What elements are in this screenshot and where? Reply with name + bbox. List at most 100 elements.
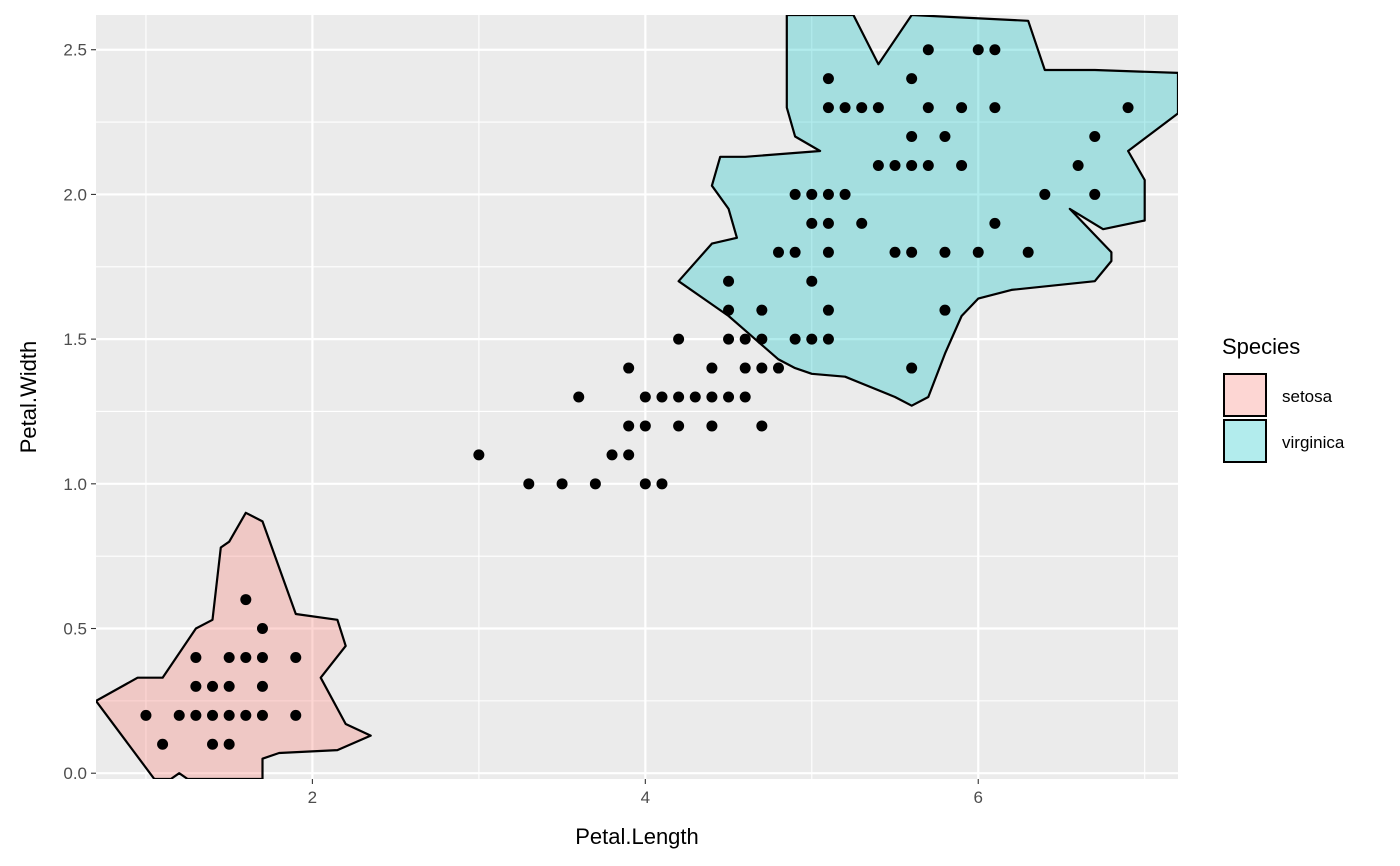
data-point xyxy=(223,738,235,750)
axes: 2 4 6 0.0 0.5 1.0 1.5 2.0 2.5 xyxy=(63,41,983,807)
data-point xyxy=(989,102,1001,114)
data-point xyxy=(173,709,185,721)
region-virginica xyxy=(677,15,1178,407)
data-point xyxy=(207,709,219,721)
data-point xyxy=(256,623,268,635)
data-point xyxy=(772,246,784,258)
data-point xyxy=(922,159,934,171)
y-tick-label: 0.0 xyxy=(63,764,87,783)
data-point xyxy=(207,738,219,750)
data-point xyxy=(789,188,801,200)
data-point xyxy=(956,159,968,171)
data-point xyxy=(473,449,485,461)
data-point xyxy=(822,217,834,229)
data-point xyxy=(1122,102,1134,114)
data-point xyxy=(240,709,252,721)
data-point xyxy=(972,44,984,56)
data-point xyxy=(739,333,751,345)
data-point xyxy=(639,391,651,403)
data-point xyxy=(756,420,768,432)
data-point xyxy=(756,362,768,374)
species-regions xyxy=(96,15,1178,779)
data-point xyxy=(290,709,302,721)
data-point xyxy=(223,651,235,663)
data-point xyxy=(623,362,635,374)
data-point xyxy=(822,246,834,258)
data-point xyxy=(906,362,918,374)
data-point xyxy=(972,246,984,258)
data-point xyxy=(656,478,668,490)
data-point xyxy=(1089,131,1101,143)
data-point xyxy=(822,102,834,114)
data-point xyxy=(1072,159,1084,171)
panel-background xyxy=(96,15,1178,779)
data-point xyxy=(673,391,685,403)
data-point xyxy=(190,680,202,692)
data-point xyxy=(723,333,735,345)
data-points xyxy=(140,44,1134,750)
data-point xyxy=(706,420,718,432)
data-point xyxy=(922,44,934,56)
data-point xyxy=(639,420,651,432)
data-point xyxy=(906,159,918,171)
legend-key-bg xyxy=(1224,420,1266,462)
data-point xyxy=(856,102,868,114)
data-point xyxy=(656,391,668,403)
region-setosa xyxy=(96,511,372,779)
data-point xyxy=(806,275,818,287)
x-tick-label: 4 xyxy=(641,788,650,807)
data-point xyxy=(939,304,951,316)
data-point xyxy=(806,217,818,229)
y-tick-label: 1.0 xyxy=(63,475,87,494)
data-point xyxy=(889,246,901,258)
data-point xyxy=(723,275,735,287)
data-point xyxy=(207,680,219,692)
data-point xyxy=(706,362,718,374)
data-point xyxy=(822,73,834,85)
data-point xyxy=(989,44,1001,56)
data-point xyxy=(673,420,685,432)
data-point xyxy=(906,131,918,143)
data-point xyxy=(856,217,868,229)
data-point xyxy=(673,333,685,345)
data-point xyxy=(723,304,735,316)
data-point xyxy=(1039,188,1051,200)
data-point xyxy=(523,478,535,490)
y-tick-label: 1.5 xyxy=(63,330,87,349)
x-tick-label: 2 xyxy=(308,788,317,807)
data-point xyxy=(889,159,901,171)
data-point xyxy=(822,188,834,200)
data-point xyxy=(1022,246,1034,258)
data-point xyxy=(822,304,834,316)
data-point xyxy=(872,159,884,171)
data-point xyxy=(839,102,851,114)
legend-label-virginica: virginica xyxy=(1282,433,1345,452)
data-point xyxy=(623,420,635,432)
data-point xyxy=(639,478,651,490)
data-point xyxy=(839,188,851,200)
data-point xyxy=(190,651,202,663)
data-point xyxy=(1089,188,1101,200)
data-point xyxy=(706,391,718,403)
data-point xyxy=(256,680,268,692)
x-axis-title: Petal.Length xyxy=(575,824,699,849)
data-point xyxy=(556,478,568,490)
y-axis-title: Petal.Width xyxy=(16,341,41,454)
data-point xyxy=(256,651,268,663)
data-point xyxy=(157,738,169,750)
y-tick-label: 2.5 xyxy=(63,41,87,60)
data-point xyxy=(240,651,252,663)
legend-label-setosa: setosa xyxy=(1282,387,1333,406)
data-point xyxy=(240,594,252,606)
data-point xyxy=(939,246,951,258)
data-point xyxy=(806,188,818,200)
data-point xyxy=(739,391,751,403)
y-tick-label: 0.5 xyxy=(63,620,87,639)
legend-key-virginica xyxy=(1223,419,1267,463)
x-tick-label: 6 xyxy=(974,788,983,807)
y-tick-label: 2.0 xyxy=(63,185,87,204)
legend-key-setosa xyxy=(1223,373,1267,417)
data-point xyxy=(906,73,918,85)
minor-gridlines xyxy=(96,15,1178,779)
